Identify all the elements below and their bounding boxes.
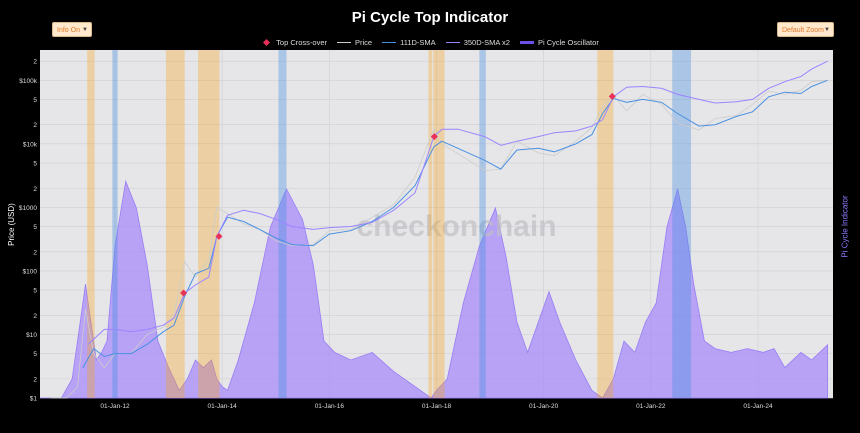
legend-label: 111D-SMA — [400, 38, 436, 47]
crossover-marker — [215, 232, 223, 240]
top-zone-band — [165, 50, 185, 398]
y-tick-label: $10 — [26, 332, 37, 339]
legend-label: Price — [355, 38, 373, 47]
chart-legend: Top Cross-over Price 111D-SMA 350D-SMA x… — [0, 38, 860, 47]
watermark-text: checkonchain — [356, 210, 556, 243]
y-tick-label: $1 — [30, 396, 38, 403]
line-swatch-icon — [382, 42, 397, 43]
diamond-icon — [263, 38, 271, 47]
crossover-marker — [430, 133, 438, 141]
y2-axis-title: Pi Cycle Indicator — [840, 195, 850, 258]
y-tick-label: $1000 — [19, 205, 37, 212]
x-tick-label: 01-Jan-12 — [100, 403, 130, 410]
crossover-marker — [180, 289, 188, 297]
top-zone-band — [597, 50, 614, 398]
x-tick-label: 01-Jan-24 — [743, 403, 773, 410]
y-tick-label: 5 — [33, 351, 37, 358]
oscillator-area — [40, 179, 829, 399]
line-swatch-icon — [337, 42, 352, 43]
series-line-350d-sma-x2 — [87, 60, 828, 345]
y-axis-title: Price (USD) — [6, 203, 16, 246]
y-tick-label: 2 — [33, 313, 37, 320]
crossover-marker — [608, 92, 616, 100]
legend-item-crossover[interactable]: Top Cross-over — [261, 38, 327, 47]
line-swatch-icon — [445, 42, 460, 43]
x-tick-label: 01-Jan-14 — [208, 403, 238, 410]
top-zone-band — [433, 50, 445, 398]
x-tick-label: 01-Jan-20 — [529, 403, 559, 410]
info-toggle-button[interactable]: Info On ▼ — [52, 22, 92, 37]
y-tick-label: $100k — [19, 78, 37, 85]
top-zone-band — [87, 50, 95, 398]
y-tick-label: 2 — [33, 376, 37, 383]
y-tick-label: $100 — [23, 268, 38, 275]
chart-title: Pi Cycle Top Indicator — [351, 9, 509, 26]
legend-item-price[interactable]: Price — [337, 38, 372, 47]
top-zone-band — [428, 50, 433, 398]
info-toggle-label: Info On — [57, 27, 80, 34]
zoom-select-button[interactable]: Default Zoom ▼ — [777, 22, 834, 37]
y-tick-label: 5 — [33, 97, 37, 104]
y-tick-label: $10k — [23, 141, 38, 148]
series-line-price — [50, 79, 828, 399]
legend-item-oscillator[interactable]: Pi Cycle Oscillator — [519, 38, 599, 47]
y-tick-label: 2 — [33, 249, 37, 256]
y-tick-label: 5 — [33, 288, 37, 295]
y-tick-label: 2 — [33, 59, 37, 66]
bottom-zone-band — [278, 50, 287, 398]
y-tick-label: 5 — [33, 224, 37, 231]
bottom-zone-band — [112, 50, 118, 398]
y-tick-label: 2 — [33, 186, 37, 193]
x-tick-label: 01-Jan-22 — [636, 403, 666, 410]
legend-label: Top Cross-over — [276, 38, 328, 47]
bottom-zone-band — [672, 50, 692, 398]
legend-label: Pi Cycle Oscillator — [537, 38, 599, 47]
chevron-down-icon: ▼ — [824, 27, 830, 33]
legend-item-111d-sma[interactable]: 111D-SMA — [382, 38, 436, 47]
y-tick-label: 2 — [33, 122, 37, 129]
chevron-down-icon: ▼ — [82, 27, 88, 33]
line-swatch-icon — [519, 41, 534, 44]
y-tick-label: 5 — [33, 160, 37, 167]
series-line-111d-sma — [82, 79, 828, 368]
x-tick-label: 01-Jan-18 — [422, 403, 452, 410]
top-zone-band — [198, 50, 220, 398]
zoom-select-label: Default Zoom — [782, 27, 825, 34]
legend-label: 350D-SMA x2 — [463, 38, 510, 47]
legend-item-350d-sma[interactable]: 350D-SMA x2 — [445, 38, 510, 47]
x-tick-label: 01-Jan-16 — [315, 403, 345, 410]
bottom-zone-band — [479, 50, 486, 398]
